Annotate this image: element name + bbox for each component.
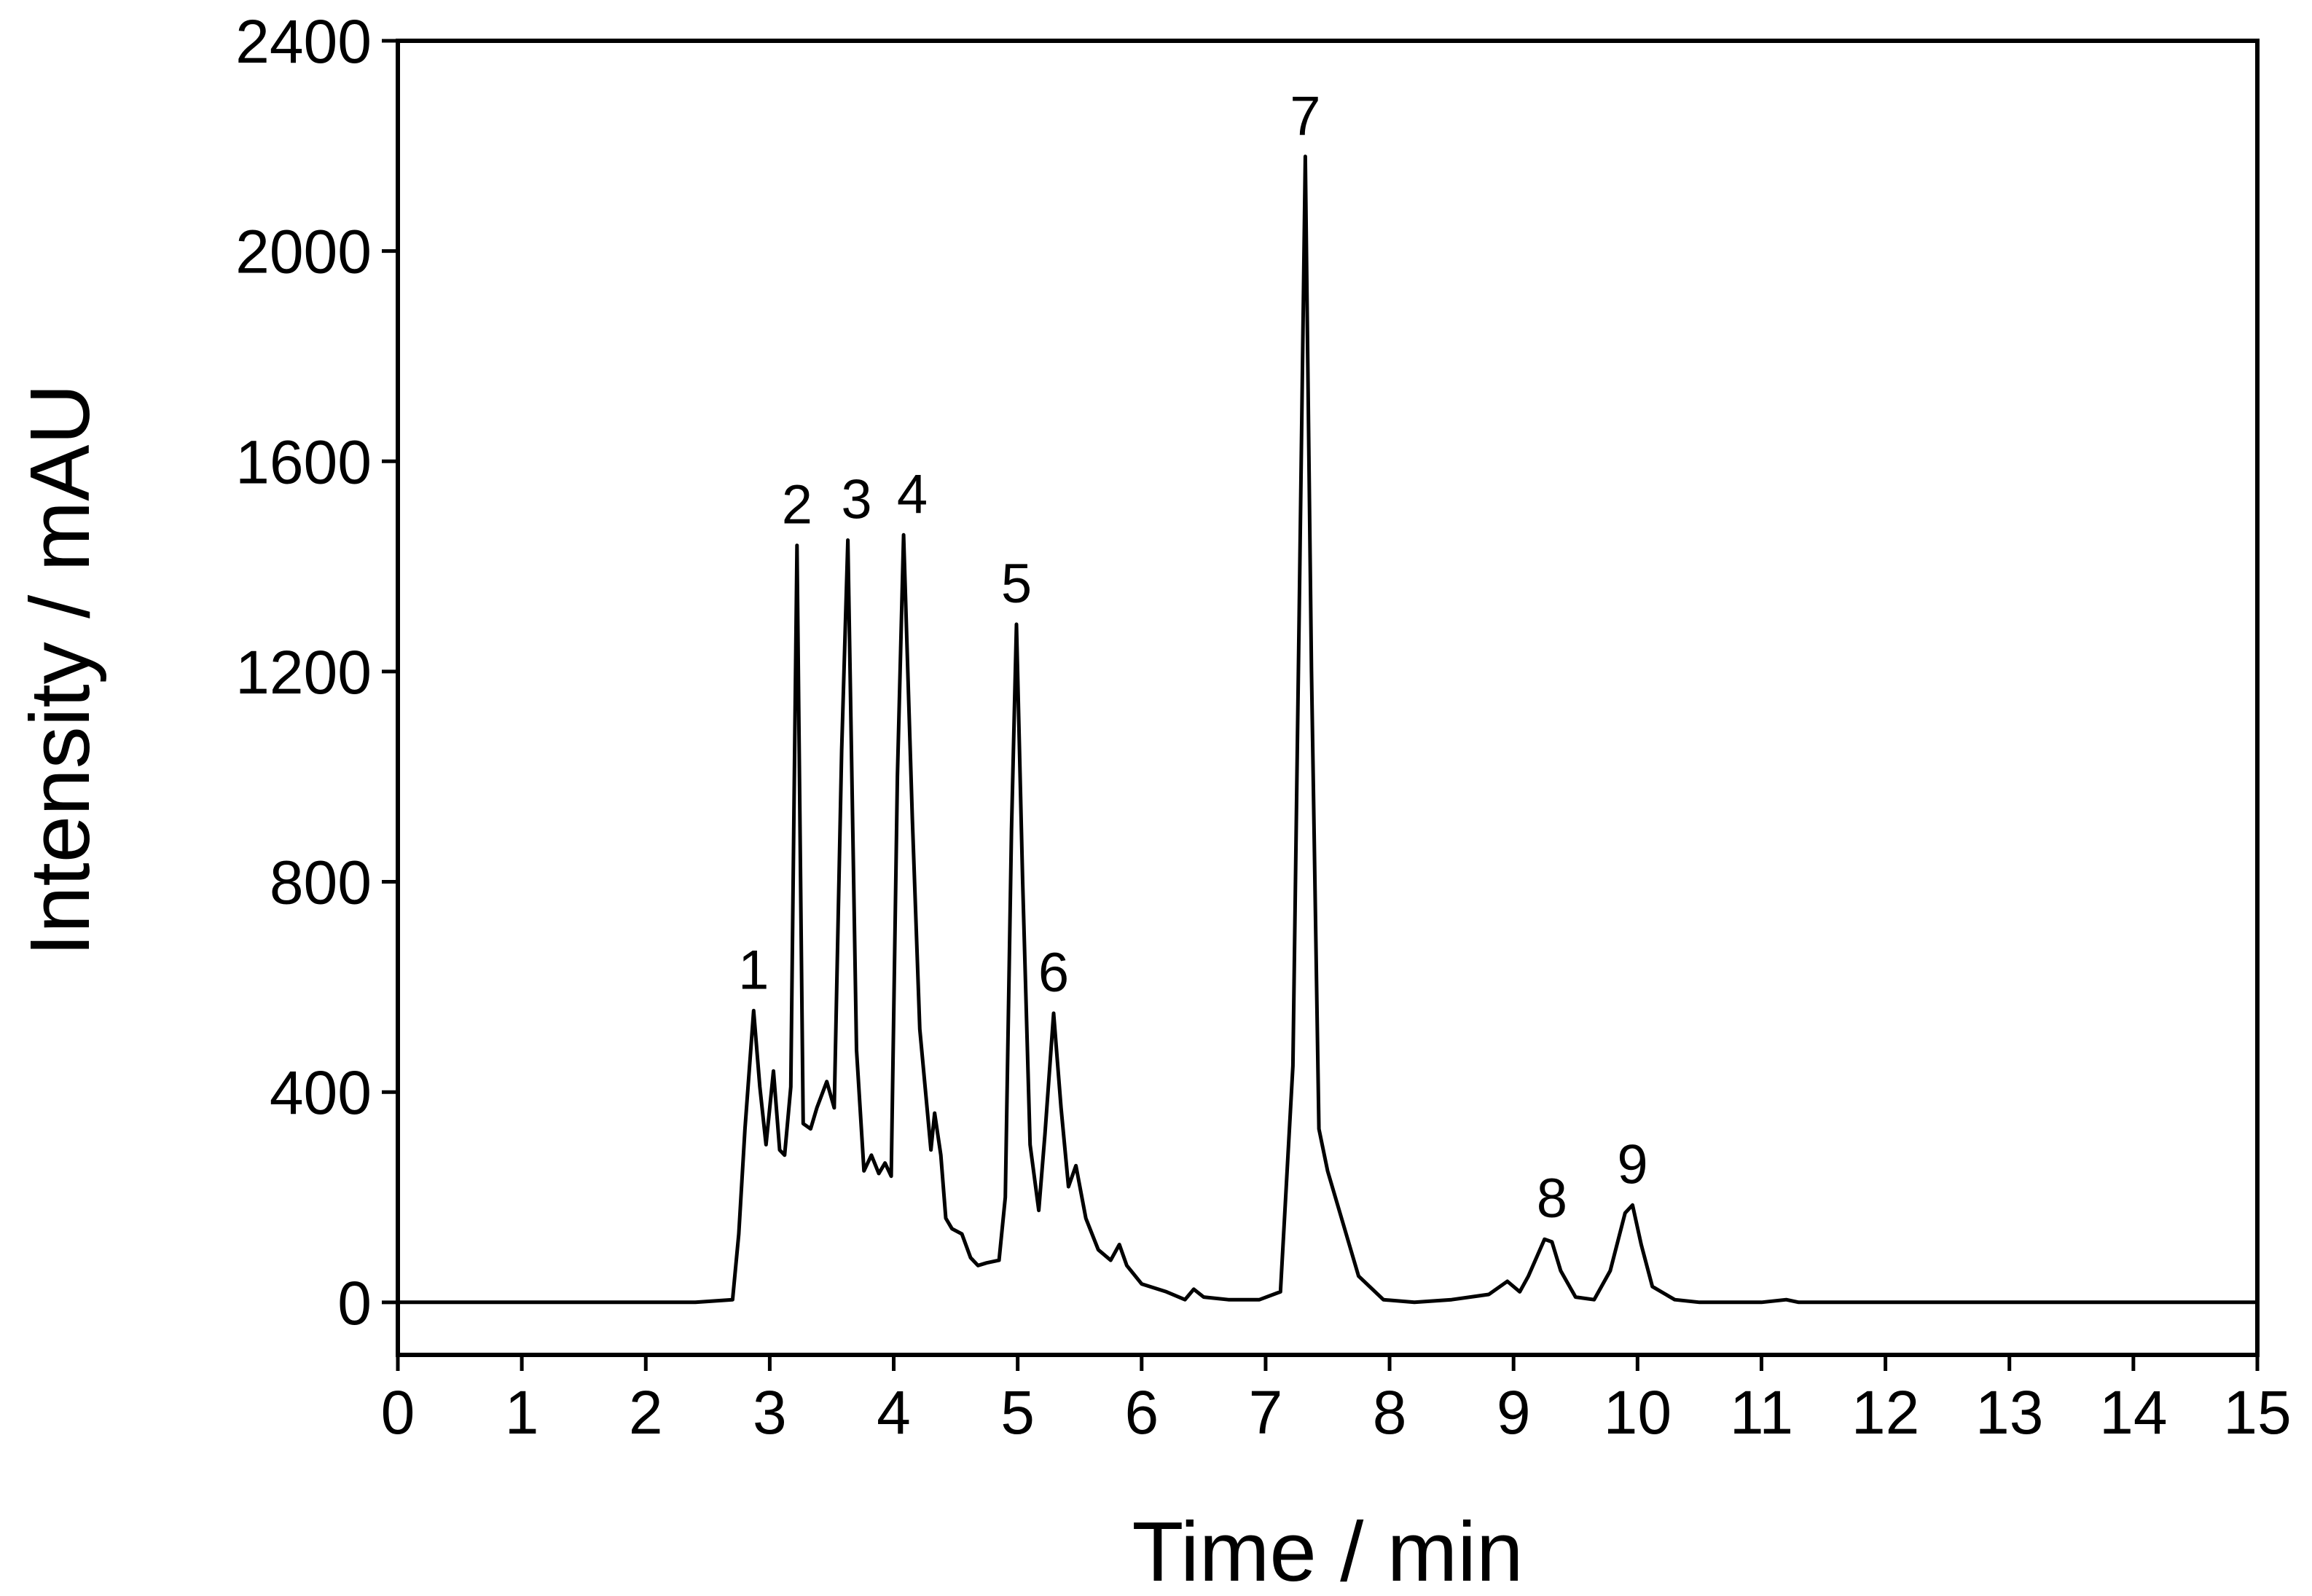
x-tick-label: 0 — [381, 1378, 415, 1447]
x-tick-label: 13 — [1975, 1378, 2043, 1447]
peak-label-8: 8 — [1537, 1168, 1567, 1230]
x-tick-label: 10 — [1604, 1378, 1672, 1447]
plot-frame — [396, 39, 2260, 1357]
y-tick-label: 400 — [270, 1058, 372, 1127]
peak-label-2: 2 — [782, 474, 812, 536]
x-tick-label: 12 — [1851, 1378, 1919, 1447]
y-tick-label: 2000 — [235, 218, 372, 286]
peak-label-6: 6 — [1038, 942, 1069, 1004]
peak-label-5: 5 — [1001, 553, 1032, 615]
peak-label-4: 4 — [897, 463, 928, 525]
x-axis-title: Time / min — [1132, 1504, 1523, 1596]
x-tick-label: 9 — [1497, 1378, 1531, 1447]
peak-label-7: 7 — [1290, 85, 1320, 147]
peak-label-1: 1 — [738, 939, 769, 1001]
x-tick-label: 8 — [1373, 1378, 1407, 1447]
y-tick-label: 2400 — [235, 7, 372, 76]
x-tick-label: 6 — [1124, 1378, 1159, 1447]
x-tick-label: 11 — [1730, 1378, 1793, 1447]
x-tick-label: 7 — [1249, 1378, 1283, 1447]
y-tick-label: 800 — [270, 849, 372, 917]
peak-labels-group: 1 2 3 4 5 6 7 89 — [738, 85, 1648, 1230]
x-tick-label: 1 — [505, 1378, 539, 1447]
peak-label-3: 3 — [841, 469, 871, 531]
y-tick-label: 1200 — [235, 638, 372, 707]
x-tick-label: 5 — [1000, 1378, 1035, 1447]
y-axis-title: Intensity / mAU — [12, 384, 107, 956]
tick-labels-group: 0 1 2 3 4 5 6 7 8 9 10 11 12 13 14 15040080012001600200… — [235, 7, 2292, 1447]
x-tick-label: 2 — [629, 1378, 663, 1447]
x-tick-label: 15 — [2223, 1378, 2291, 1447]
chromatogram-trace — [398, 154, 2257, 1305]
x-tick-label: 4 — [877, 1378, 911, 1447]
ticks-group — [382, 39, 2260, 1371]
x-tick-label: 3 — [753, 1378, 787, 1447]
peak-label-9: 9 — [1617, 1133, 1647, 1195]
x-tick-label: 14 — [2099, 1378, 2167, 1447]
y-tick-label: 1600 — [235, 428, 372, 496]
y-tick-label: 0 — [337, 1269, 372, 1337]
